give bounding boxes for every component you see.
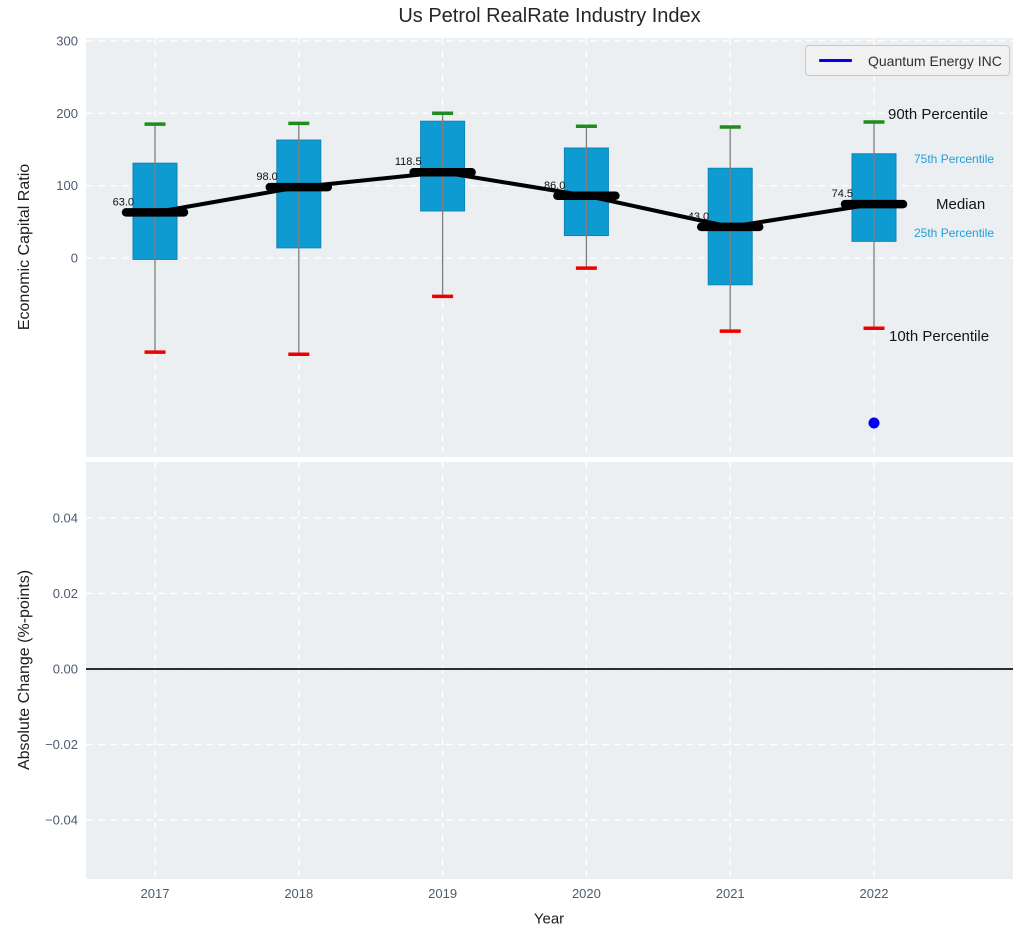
company-data-point [868, 417, 880, 429]
bottom-ytick-label: −0.04 [45, 813, 78, 828]
top-ytick-label: 100 [56, 178, 78, 193]
median-value-label: 63.0 [113, 196, 134, 208]
bottom-ytick-label: 0.02 [53, 586, 78, 601]
top-ytick-label: 300 [56, 33, 78, 48]
bottom-ytick-label: 0.00 [53, 661, 78, 676]
chart-title: Us Petrol RealRate Industry Index [398, 5, 701, 27]
legend-label: Quantum Energy INC [868, 52, 1002, 69]
annotation-median: Median [936, 196, 986, 213]
legend-line-swatch [819, 59, 852, 62]
top-ytick-label: 0 [71, 250, 78, 265]
median-value-label: 43.0 [688, 211, 709, 223]
y-axis-label-top: Economic Capital Ratio [16, 163, 33, 331]
xtick-label: 2017 [141, 886, 170, 901]
top-ytick-label: 200 [56, 106, 78, 121]
top-plot-background [86, 38, 1013, 457]
bottom-plot-background [86, 462, 1013, 879]
bottom-ytick-label: 0.04 [53, 510, 78, 525]
xtick-label: 2020 [572, 886, 601, 901]
median-value-label: 118.5 [395, 156, 422, 168]
median-value-label: 86.0 [544, 180, 565, 192]
x-axis-label: Year [533, 910, 565, 928]
annotation-75th-percentile: 75th Percentile [914, 152, 995, 166]
boxplot-2019 [420, 111, 466, 299]
xtick-label: 2019 [428, 886, 457, 901]
xtick-label: 2021 [716, 886, 745, 901]
median-value-label: 98.0 [256, 171, 277, 183]
annotation-25th-percentile: 25th Percentile [914, 226, 995, 240]
annotation-90th-percentile: 90th Percentile [888, 106, 989, 123]
xtick-label: 2018 [284, 886, 313, 901]
annotation-10th-percentile: 10th Percentile [889, 328, 990, 345]
median-value-label: 74.5 [832, 188, 853, 200]
boxplot-2018 [276, 121, 322, 356]
boxplot-2022 [851, 120, 897, 330]
xtick-label: 2022 [860, 886, 889, 901]
y-axis-label-bottom: Absolute Change (%-points) [16, 569, 33, 771]
legend: Quantum Energy INC [805, 45, 1010, 76]
bottom-ytick-label: −0.02 [45, 737, 78, 752]
